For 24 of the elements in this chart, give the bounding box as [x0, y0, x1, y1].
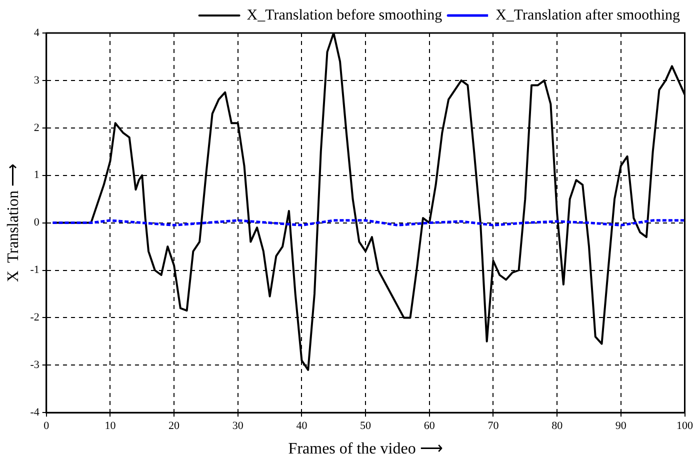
x-tick-label: 100 — [676, 420, 694, 432]
legend-label: X_Translation after smoothing — [496, 7, 680, 24]
x-tick-label: 40 — [296, 420, 308, 432]
x-tick-label: 20 — [168, 420, 180, 432]
y-axis-title: X Translation ⟶ — [4, 164, 22, 282]
y-tick-label: 3 — [34, 74, 40, 86]
x-tick-label: 0 — [44, 420, 50, 432]
y-tick-label: 2 — [34, 122, 40, 134]
x-tick-label: 90 — [615, 420, 627, 432]
y-tick-label: 4 — [34, 26, 40, 39]
x-tick-label: 80 — [552, 420, 564, 432]
x-tick-label: 10 — [104, 420, 116, 432]
y-tick-label: 0 — [34, 216, 40, 229]
legend-label: X_Translation before smoothing — [246, 7, 443, 24]
x-tick-label: 60 — [424, 420, 436, 432]
y-tick-label: 1 — [34, 169, 40, 182]
x-tick-label: 50 — [360, 420, 372, 432]
x-axis-title: Frames of the video ⟶ — [288, 440, 443, 458]
y-tick-label: -3 — [30, 359, 40, 372]
y-tick-label: -2 — [30, 312, 40, 324]
x-tick-label: 30 — [232, 420, 244, 432]
y-tick-label: -1 — [30, 264, 40, 276]
y-tick-label: -4 — [30, 406, 40, 418]
x-tick-label: 70 — [488, 420, 500, 432]
